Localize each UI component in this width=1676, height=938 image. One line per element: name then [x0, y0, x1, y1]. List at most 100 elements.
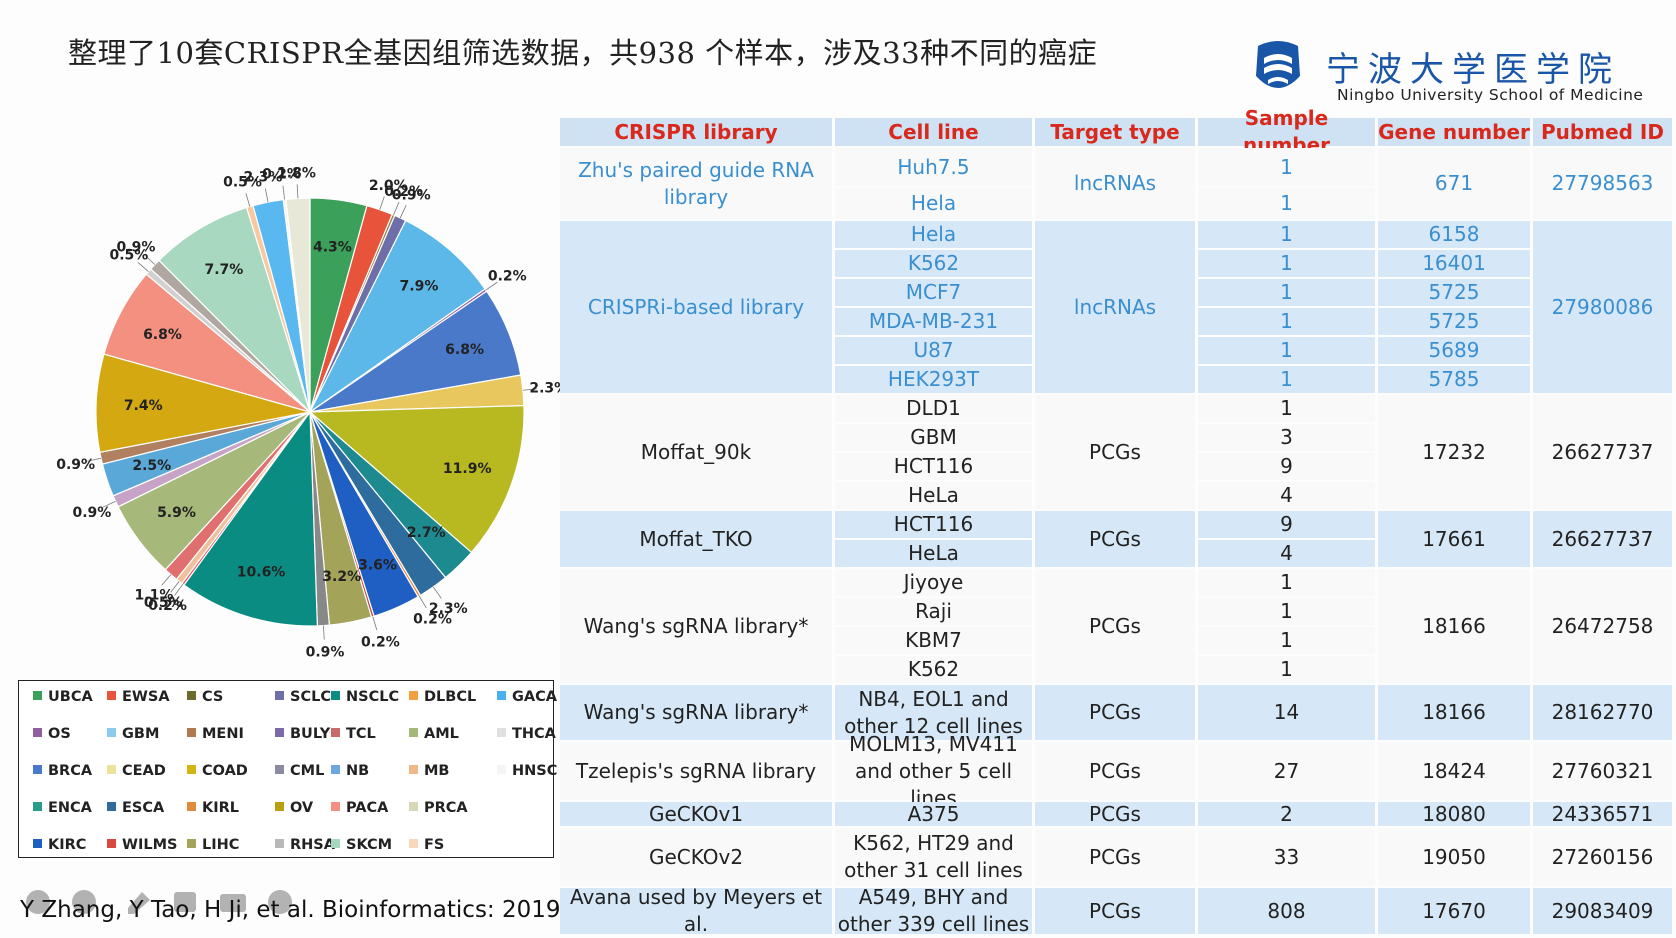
legend-swatch — [275, 691, 284, 700]
screenshot-icon — [174, 892, 196, 912]
pie-slice-label: 7.9% — [400, 279, 439, 295]
pie-slice-label: 1.1% — [135, 587, 174, 603]
pie-slice — [285, 197, 311, 413]
table-cell: lncRNAs — [1035, 221, 1195, 393]
legend-item: LIHC — [187, 837, 239, 853]
pie-slice-label: 0.2% — [488, 268, 527, 284]
legend-swatch — [187, 728, 196, 737]
legend-label: OS — [48, 726, 71, 742]
legend-item: FS — [409, 837, 444, 853]
table-cell: HEK293T — [835, 366, 1032, 393]
table-cell: 16401 — [1378, 250, 1530, 277]
pie-slice-label: 2.3% — [244, 170, 283, 186]
pie-slice-label: 0.2% — [262, 167, 301, 183]
pie-leader-line — [418, 595, 427, 609]
legend-swatch — [331, 839, 340, 848]
table-cell: 18166 — [1378, 685, 1530, 740]
legend-label: BULY — [290, 726, 331, 742]
table-cell: 33 — [1198, 828, 1375, 886]
table-cell: 26627737 — [1533, 511, 1672, 567]
video-controls[interactable] — [24, 888, 294, 924]
table-cell: 5785 — [1378, 366, 1530, 393]
table-cell: PCGs — [1035, 395, 1195, 509]
table-cell: 27760321 — [1533, 742, 1672, 800]
table-header-cell: Cell line — [835, 118, 1032, 146]
table-cell: 27980086 — [1533, 221, 1672, 393]
table-cell: MDA-MB-231 — [835, 308, 1032, 335]
legend-swatch — [107, 765, 116, 774]
table-cell: 26472758 — [1533, 569, 1672, 683]
table-cell: GeCKOv2 — [560, 828, 832, 886]
table-cell: 5725 — [1378, 279, 1530, 306]
table-cell: 28162770 — [1533, 685, 1672, 740]
table-cell: Zhu's paired guide RNA library — [560, 148, 832, 219]
table-cell: 1 — [1198, 395, 1375, 422]
legend-label: CML — [290, 763, 325, 779]
legend-swatch — [497, 691, 506, 700]
table-cell: 1 — [1198, 598, 1375, 625]
table-cell: Wang's sgRNA library* — [560, 685, 832, 740]
table-cell: 17670 — [1378, 888, 1530, 934]
legend-label: GBM — [122, 726, 160, 742]
pie-slice-label: 0.9% — [73, 505, 112, 521]
legend-label: LIHC — [202, 837, 240, 853]
legend-swatch — [187, 691, 196, 700]
legend-item: SKCM — [331, 837, 392, 853]
table-cell: lncRNAs — [1035, 148, 1195, 219]
table-cell: 18080 — [1378, 802, 1530, 826]
table-cell: 9 — [1198, 511, 1375, 538]
legend-swatch — [275, 802, 284, 811]
legend-item: KIRL — [187, 800, 239, 816]
pie-leader-line — [87, 457, 102, 462]
pie-leader-line — [170, 581, 180, 593]
camera-icon — [220, 894, 246, 912]
pie-slice-label: 1.8% — [277, 165, 316, 181]
pie-slice-label: 0.9% — [117, 240, 156, 256]
table-cell: 1 — [1198, 188, 1375, 219]
table-cell: PCGs — [1035, 742, 1195, 800]
table-cell: Huh7.5 — [835, 148, 1032, 186]
table-cell: Raji — [835, 598, 1032, 625]
pie-slice-label: 2.5% — [132, 458, 171, 474]
legend-swatch — [409, 728, 418, 737]
legend-label: NSCLC — [346, 689, 400, 705]
legend-swatch — [409, 802, 418, 811]
legend-item: NSCLC — [331, 689, 399, 705]
legend-swatch — [275, 839, 284, 848]
pie-slice-label: 5.9% — [157, 505, 196, 521]
pen-icon — [128, 892, 150, 914]
legend-label: WILMS — [122, 837, 178, 853]
pie-slice-label: 2.7% — [407, 525, 446, 541]
table-cell: 9 — [1198, 453, 1375, 480]
legend-swatch — [33, 728, 42, 737]
table-header-cell: CRISPR library — [560, 118, 832, 146]
pie-leader-line — [245, 193, 251, 207]
legend-label: BRCA — [48, 763, 93, 779]
university-logo: 宁波大学医学院 Ningbo University School of Medi… — [1250, 36, 1660, 106]
pie-leader-line — [161, 574, 172, 586]
pie-legend: UBCA EWSA CS SCLC NSCLC DLBCL GACA OS GBM MENI BUL… — [18, 680, 557, 858]
legend-swatch — [187, 839, 196, 848]
legend-item: RHSA — [275, 837, 335, 853]
legend-swatch — [409, 839, 418, 848]
legend-item: MB — [409, 763, 449, 779]
university-name-english: Ningbo University School of Medicine — [1337, 86, 1644, 104]
legend-swatch — [33, 802, 42, 811]
table-cell: 1 — [1198, 656, 1375, 683]
legend-item: SCLC — [275, 689, 331, 705]
pie-leader-line — [174, 583, 184, 596]
legend-item: GBM — [107, 726, 159, 742]
pie-slice-label: 3.6% — [358, 558, 397, 574]
table-cell: Hela — [835, 221, 1032, 248]
legend-label: FS — [424, 837, 445, 853]
legend-label: ENCA — [48, 800, 92, 816]
pie-leader-line — [522, 388, 537, 391]
pie-slice-label: 10.6% — [237, 565, 286, 581]
table-cell: Wang's sgRNA library* — [560, 569, 832, 683]
table-cell: 1 — [1198, 627, 1375, 654]
legend-swatch — [497, 765, 506, 774]
legend-item: WILMS — [107, 837, 178, 853]
legend-swatch — [331, 728, 340, 737]
university-name-chinese: 宁波大学医学院 — [1326, 50, 1620, 90]
pie-slice-label: 2.3% — [429, 601, 468, 617]
